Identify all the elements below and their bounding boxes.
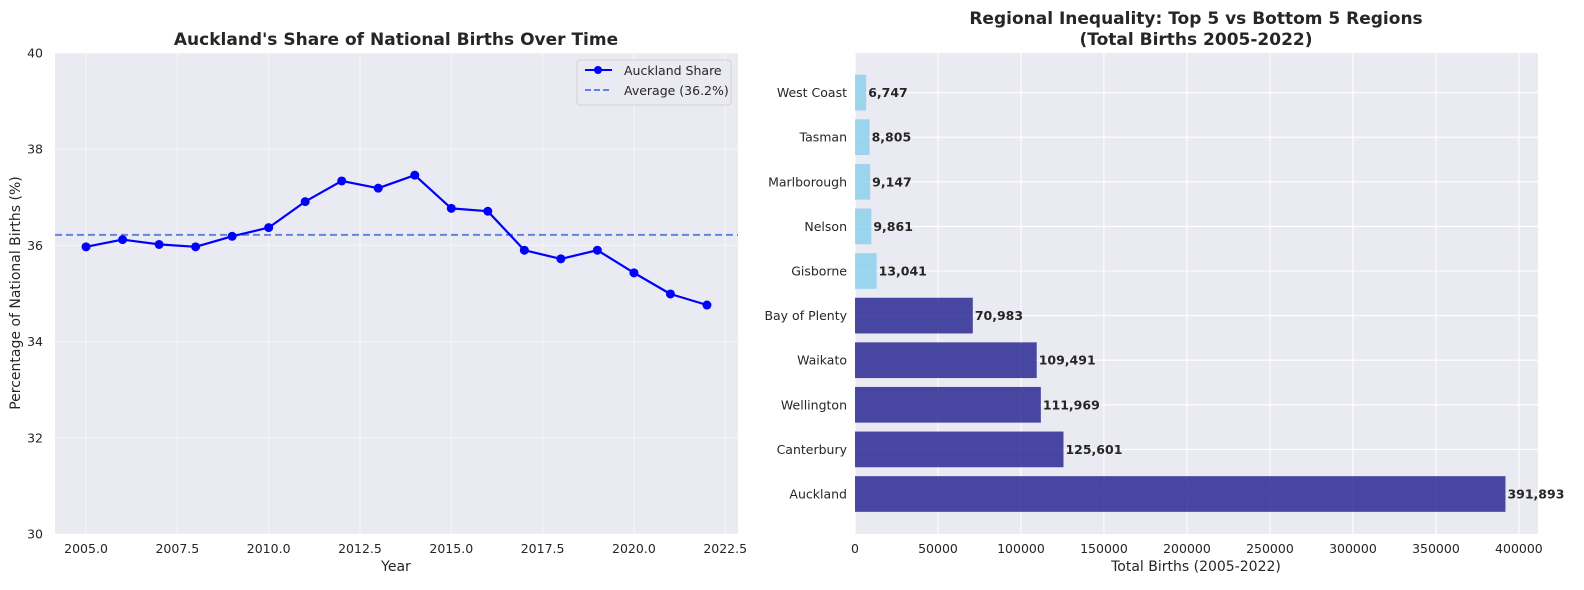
bar-bay-of-plenty bbox=[855, 297, 973, 334]
x-tick-label: 100000 bbox=[997, 541, 1045, 556]
category-label: Nelson bbox=[804, 219, 847, 234]
right-chart-title-line-2: (Total Births 2005-2022) bbox=[1079, 30, 1312, 50]
right-marks: 391,893 125,601 111,969 109,491 70,983 13,041… bbox=[855, 74, 1564, 512]
data-point-2016 bbox=[483, 206, 493, 216]
legend-marker-auckland-share bbox=[594, 66, 602, 74]
category-label: Gisborne bbox=[791, 264, 847, 279]
bar-value-label: 9,861 bbox=[873, 219, 913, 234]
x-tick-label: 2007.5 bbox=[155, 541, 199, 556]
data-point-2008 bbox=[191, 242, 201, 252]
x-tick-label: 2015.0 bbox=[429, 541, 473, 556]
left-chart-title: Auckland's Share of National Births Over… bbox=[174, 30, 618, 50]
data-point-2014 bbox=[410, 170, 420, 180]
bar-gisborne bbox=[855, 253, 877, 289]
bar-west-coast bbox=[855, 74, 867, 111]
data-point-2009 bbox=[227, 231, 237, 241]
category-label: Tasman bbox=[799, 130, 848, 145]
bar-waikato bbox=[855, 342, 1037, 379]
right-grid bbox=[854, 53, 1538, 534]
data-point-2005 bbox=[81, 242, 91, 252]
data-point-2015 bbox=[446, 203, 456, 213]
x-tick-label: 2022.5 bbox=[703, 541, 747, 556]
category-label: Bay of Plenty bbox=[764, 308, 847, 323]
y-tick-label: 40 bbox=[27, 46, 43, 61]
y-tick-label: 36 bbox=[27, 238, 43, 253]
x-tick-label: 2012.5 bbox=[338, 541, 382, 556]
right-tick-labels: 0 50000 100000 150000 200000 250000 300000 3500… bbox=[764, 85, 1542, 556]
auckland-share-line-chart: 2005.0 2007.5 2010.0 2012.5 2015.0 2017.5 2020… bbox=[8, 30, 747, 575]
bar-value-label: 70,983 bbox=[975, 308, 1023, 323]
y-tick-label: 34 bbox=[27, 334, 43, 349]
x-tick-label: 200000 bbox=[1163, 541, 1211, 556]
x-tick-label: 2017.5 bbox=[521, 541, 565, 556]
data-point-2021 bbox=[665, 289, 675, 299]
auckland-share-line bbox=[85, 174, 708, 307]
bar-value-label: 125,601 bbox=[1065, 442, 1122, 457]
data-point-2022 bbox=[702, 300, 712, 310]
y-tick-label: 30 bbox=[27, 527, 43, 542]
category-label: Canterbury bbox=[777, 442, 848, 457]
left-x-axis-label: Year bbox=[380, 559, 411, 575]
bar-nelson bbox=[855, 208, 872, 245]
y-tick-label: 38 bbox=[27, 142, 43, 157]
bar-marlborough bbox=[855, 163, 871, 200]
bar-value-label: 9,147 bbox=[872, 174, 912, 189]
x-tick-label: 250000 bbox=[1246, 541, 1294, 556]
data-point-2007 bbox=[154, 239, 164, 249]
data-point-2019 bbox=[592, 245, 602, 255]
x-tick-label: 2010.0 bbox=[247, 541, 291, 556]
bar-value-label: 391,893 bbox=[1507, 487, 1564, 502]
x-tick-label: 150000 bbox=[1080, 541, 1128, 556]
data-point-2012 bbox=[337, 176, 347, 186]
bar-wellington bbox=[855, 386, 1041, 423]
x-tick-label: 2005.0 bbox=[64, 541, 108, 556]
data-point-2006 bbox=[118, 235, 128, 245]
bar-value-label: 8,805 bbox=[872, 130, 912, 145]
category-label: Wellington bbox=[781, 397, 847, 412]
data-point-2013 bbox=[373, 183, 383, 193]
category-label: West Coast bbox=[777, 85, 847, 100]
x-tick-label: 0 bbox=[851, 541, 859, 556]
right-chart-title-line-1: Regional Inequality: Top 5 vs Bottom 5 R… bbox=[969, 9, 1422, 29]
data-point-2017 bbox=[519, 245, 529, 255]
x-tick-label: 2020.0 bbox=[612, 541, 656, 556]
regional-births-bar-chart: 391,893 125,601 111,969 109,491 70,983 13,041… bbox=[764, 9, 1564, 575]
x-tick-label: 400000 bbox=[1495, 541, 1543, 556]
legend-label-auckland-share: Auckland Share bbox=[624, 63, 722, 78]
right-x-axis-label: Total Births (2005-2022) bbox=[1110, 559, 1281, 575]
left-tick-labels: 2005.0 2007.5 2010.0 2012.5 2015.0 2017.5 2020… bbox=[27, 46, 747, 557]
x-tick-label: 300000 bbox=[1329, 541, 1377, 556]
legend: Auckland Share Average (36.2%) bbox=[576, 59, 732, 106]
x-tick-label: 50000 bbox=[918, 541, 958, 556]
bar-value-label: 111,969 bbox=[1043, 397, 1100, 412]
legend-label-average: Average (36.2%) bbox=[624, 83, 729, 98]
data-point-2018 bbox=[556, 254, 566, 264]
x-tick-label: 350000 bbox=[1412, 541, 1460, 556]
category-label: Auckland bbox=[789, 487, 847, 502]
bar-value-label: 6,747 bbox=[868, 85, 908, 100]
left-plot-area bbox=[55, 53, 738, 534]
legend-box bbox=[576, 59, 732, 106]
bar-auckland bbox=[855, 476, 1506, 512]
bar-value-label: 109,491 bbox=[1039, 353, 1096, 368]
category-label: Waikato bbox=[797, 353, 847, 368]
category-label: Marlborough bbox=[768, 174, 847, 189]
y-tick-label: 32 bbox=[27, 430, 43, 445]
bar-value-label: 13,041 bbox=[879, 264, 927, 279]
left-y-axis-label: Percentage of National Births (%) bbox=[8, 176, 24, 410]
data-point-2010 bbox=[264, 223, 274, 233]
data-point-2011 bbox=[300, 197, 310, 207]
bar-canterbury bbox=[855, 431, 1064, 468]
bar-tasman bbox=[855, 119, 870, 156]
left-marks bbox=[55, 170, 738, 310]
data-point-2020 bbox=[629, 268, 639, 278]
